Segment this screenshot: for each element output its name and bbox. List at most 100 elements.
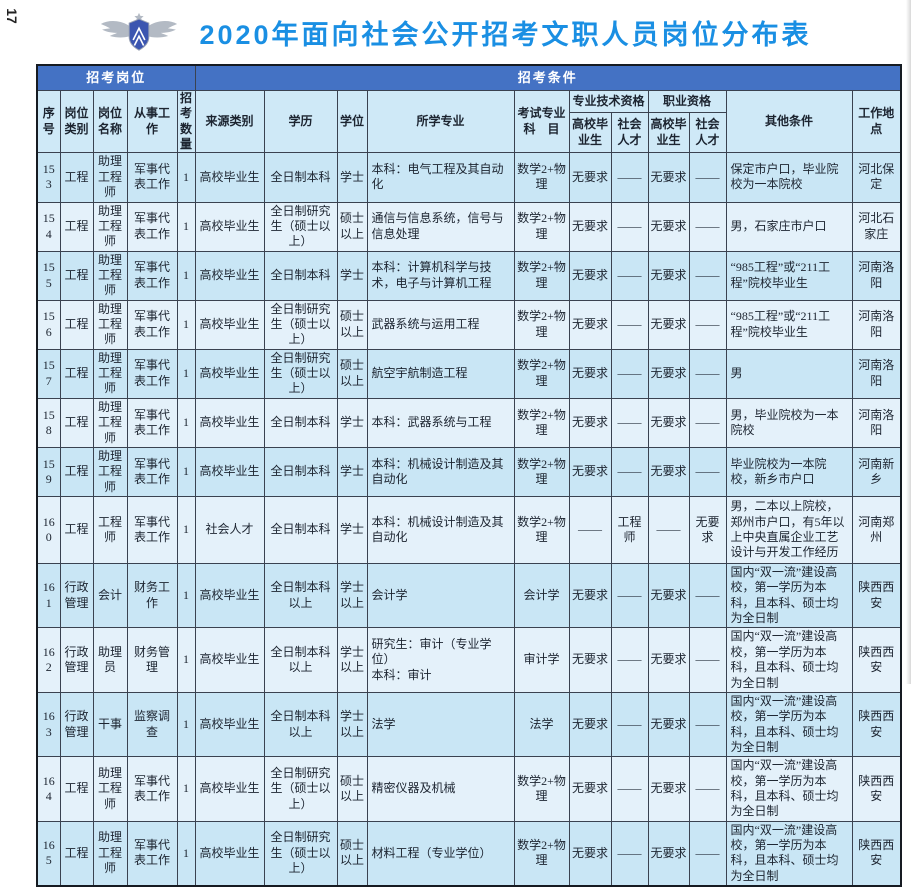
- cell: 行政管理: [59, 627, 94, 693]
- cell: 学士: [336, 250, 368, 301]
- cell: ——: [610, 627, 649, 693]
- cell: 数学2+物理: [513, 446, 570, 497]
- cell: 助理员: [92, 627, 128, 693]
- col-header-source: 来源类别: [194, 89, 265, 154]
- cell: 无要求: [568, 562, 612, 629]
- cell: 工程: [59, 820, 94, 887]
- cell: ——: [688, 299, 727, 350]
- cell: 无要求: [688, 495, 727, 564]
- cell: 高校毕业生: [194, 627, 265, 693]
- cell: 161: [36, 562, 61, 629]
- cell: ——: [688, 446, 727, 497]
- cell: 精密仪器及机械: [366, 756, 515, 822]
- cell: ——: [610, 201, 649, 252]
- cell: 河南新乡: [851, 446, 902, 497]
- cell: 1: [176, 627, 196, 693]
- cell: 军事代表工作: [126, 201, 178, 252]
- subcol-header-social-2: 社会人才: [688, 111, 727, 154]
- cell: 审计学: [513, 627, 570, 693]
- cell: ——: [610, 820, 649, 887]
- cell: 164: [36, 756, 61, 822]
- cell: 助理工程师: [92, 397, 128, 448]
- cell: 助理工程师: [92, 348, 128, 399]
- cell: 学士: [336, 152, 368, 203]
- cell: 助理工程师: [92, 299, 128, 350]
- cell: 数学2+物理: [513, 250, 570, 301]
- cell: 165: [36, 820, 61, 887]
- cell: 助理工程师: [92, 152, 128, 203]
- cell: 男，毕业院校为一本院校: [725, 397, 853, 448]
- cell: 无要求: [568, 299, 612, 350]
- cell: 无要求: [647, 152, 690, 203]
- cell: ——: [610, 152, 649, 203]
- cell: 军事代表工作: [126, 495, 178, 564]
- cell: 高校毕业生: [194, 446, 265, 497]
- cell: 全日制本科以上: [263, 562, 338, 629]
- cell: 行政管理: [59, 562, 94, 629]
- cell: 无要求: [647, 250, 690, 301]
- table-row: 154 工程 助理工程师 军事代表工作 1 高校毕业生 全日制研究生（硕士以上） 硕士以上 通信…: [36, 201, 902, 252]
- cell: 助理工程师: [92, 250, 128, 301]
- cell: 160: [36, 495, 61, 564]
- cell: 武器系统与运用工程: [366, 299, 515, 350]
- cell: ——: [610, 756, 649, 822]
- cell: 财务工作: [126, 562, 178, 629]
- cell: 高校毕业生: [194, 691, 265, 758]
- table-row: 159 工程 助理工程师 军事代表工作 1 高校毕业生 全日制本科 学士 本科：机械设计制造及其…: [36, 446, 902, 497]
- group-header-conditions: 招考条件: [194, 64, 902, 91]
- cell: 高校毕业生: [194, 348, 265, 399]
- cell: 材料工程（专业学位）: [366, 820, 515, 887]
- scan-edge-shadow: [906, 0, 911, 684]
- cell: 无要求: [647, 348, 690, 399]
- cell: 工程: [59, 348, 94, 399]
- cell: ——: [568, 495, 612, 564]
- cell: 本科：电气工程及其自动化: [366, 152, 515, 203]
- col-header-location: 工作地点: [851, 89, 902, 154]
- cell: ——: [688, 397, 727, 448]
- col-header-education: 学历: [263, 89, 338, 154]
- cell: 军事代表工作: [126, 397, 178, 448]
- cell: 158: [36, 397, 61, 448]
- cell: ——: [610, 348, 649, 399]
- cell: 硕士以上: [336, 756, 368, 822]
- cell: 军事代表工作: [126, 152, 178, 203]
- cell: 全日制本科: [263, 250, 338, 301]
- cell: 军事代表工作: [126, 348, 178, 399]
- subcol-header-social-1: 社会人才: [610, 111, 649, 154]
- cell: ——: [688, 152, 727, 203]
- cell: 河北石家庄: [851, 201, 902, 252]
- cell: 助理工程师: [92, 201, 128, 252]
- cell: 全日制本科: [263, 495, 338, 564]
- cell: 高校毕业生: [194, 397, 265, 448]
- cell: 1: [176, 820, 196, 887]
- cell: ——: [610, 250, 649, 301]
- cell: 全日制研究生（硕士以上）: [263, 201, 338, 252]
- cell: “985工程”或“211工程”院校毕业生: [725, 250, 853, 301]
- cell: 本科：武器系统与工程: [366, 397, 515, 448]
- cell: 高校毕业生: [194, 152, 265, 203]
- cell: ——: [610, 446, 649, 497]
- cell: 硕士以上: [336, 348, 368, 399]
- col-header-exam-subject: 考试专业 科 目: [513, 89, 570, 154]
- cell: 会计: [92, 562, 128, 629]
- cell: ——: [688, 201, 727, 252]
- col-header-duty: 从事工作: [126, 89, 178, 154]
- cell: 工程师: [92, 495, 128, 564]
- cell: 数学2+物理: [513, 495, 570, 564]
- cell: 河南洛阳: [851, 250, 902, 301]
- cell: 1: [176, 152, 196, 203]
- cell: 无要求: [647, 201, 690, 252]
- cell: 助理工程师: [92, 446, 128, 497]
- col-header-category: 岗位类别: [59, 89, 94, 154]
- cell: 国内“双一流”建设高校，第一学历为本科，且本科、硕士均为全日制: [725, 756, 853, 822]
- cell: 高校毕业生: [194, 756, 265, 822]
- cell: ——: [610, 562, 649, 629]
- air-force-emblem-icon: [101, 12, 178, 51]
- col-header-count: 招考数量: [176, 89, 196, 154]
- cell: 全日制本科以上: [263, 627, 338, 693]
- cell: 159: [36, 446, 61, 497]
- cell: “985工程”或“211工程”院校毕业生: [725, 299, 853, 350]
- table-row: 162 行政管理 助理员 财务管理 1 高校毕业生 全日制本科以上 学士以上 研究生：审计（专业…: [36, 627, 902, 693]
- cell: 硕士以上: [336, 820, 368, 887]
- cell: 156: [36, 299, 61, 350]
